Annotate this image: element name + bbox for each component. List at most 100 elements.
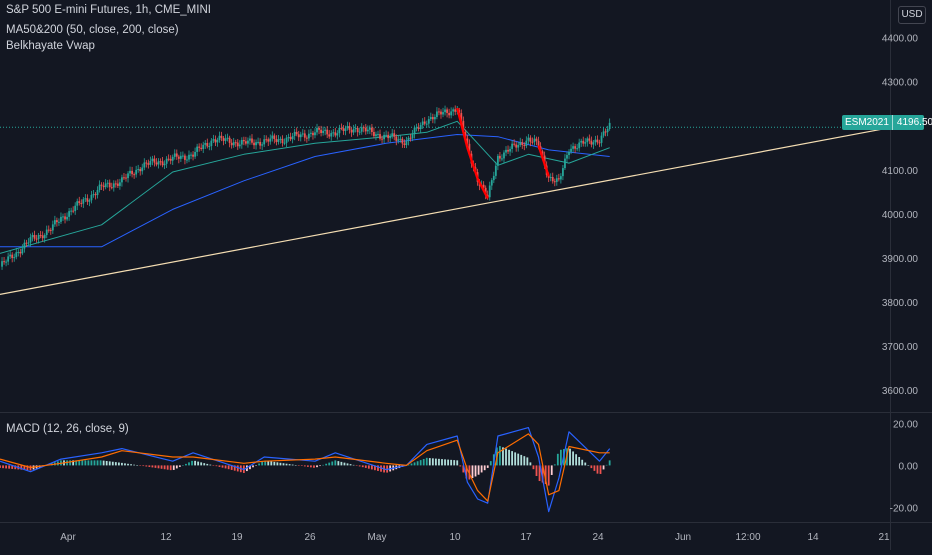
candle-body — [590, 140, 593, 145]
candle-body — [31, 235, 34, 238]
macd-histogram-bar — [459, 465, 462, 467]
macd-histogram-bar — [212, 465, 215, 466]
macd-histogram-bar — [294, 465, 297, 466]
candle-body — [68, 211, 70, 217]
macd-histogram-bar — [117, 462, 120, 466]
candle-body — [149, 161, 152, 165]
time-axis-label: 26 — [304, 532, 316, 543]
candle-body — [366, 129, 369, 132]
candle-body — [584, 142, 587, 144]
candle-body — [21, 248, 24, 254]
price-tag-symbol: ESM2021 — [842, 115, 893, 130]
macd-histogram-bar — [535, 465, 538, 476]
candle-body — [324, 129, 327, 131]
macd-histogram-bar — [529, 462, 532, 466]
candle-body — [344, 128, 347, 131]
candle-body — [139, 169, 142, 172]
candle-body — [82, 199, 85, 204]
candle-body — [66, 216, 68, 220]
candle-body — [314, 132, 316, 136]
macd-histogram-bar — [224, 465, 227, 469]
candle-body — [348, 126, 351, 130]
macd-histogram-bar — [108, 461, 111, 466]
macd-histogram-bar — [410, 463, 413, 466]
candles-group — [1, 105, 611, 270]
candle-body — [157, 161, 160, 165]
candle-body — [11, 254, 14, 259]
candle-body — [43, 235, 46, 239]
macd-histogram-bar — [486, 465, 489, 468]
time-axis-label: 17 — [520, 532, 532, 543]
time-axis-label: Apr — [60, 532, 76, 543]
candle-body — [133, 174, 136, 176]
candle-body — [190, 154, 192, 156]
candle-body — [159, 161, 162, 163]
candle-body — [411, 134, 414, 139]
macd-axis-tick-label: -20.00 — [890, 503, 919, 514]
candle-body — [330, 132, 333, 137]
macd-histogram-bar — [270, 461, 273, 466]
macd-histogram-bar — [316, 465, 318, 468]
macd-histogram-bar — [358, 465, 361, 467]
macd-histogram-bar — [520, 454, 523, 466]
candle-body — [49, 229, 52, 231]
macd-histogram-bar — [84, 460, 87, 466]
macd-histogram-bar — [349, 464, 352, 466]
candle-body — [155, 162, 158, 165]
candle-body — [114, 183, 117, 185]
candle-body — [511, 143, 514, 149]
time-axis-label: 10 — [449, 532, 461, 543]
candle-body — [574, 146, 577, 149]
candle-body — [78, 201, 81, 204]
candle-body — [592, 142, 595, 145]
candle-body — [177, 156, 180, 159]
macd-indicator-label[interactable]: MACD (12, 26, close, 9) — [6, 423, 129, 435]
macd-histogram-bar — [154, 465, 157, 468]
candle-body — [596, 139, 599, 143]
macd-histogram-bar — [178, 465, 181, 467]
macd-histogram-bar — [413, 462, 416, 466]
last-price-tag: ESM2021 4196.50 — [842, 115, 932, 130]
macd-histogram-bar — [416, 461, 419, 466]
candle-body — [517, 145, 520, 148]
macd-histogram-bar — [441, 459, 443, 466]
candle-body — [557, 178, 560, 180]
candle-body — [7, 256, 10, 262]
macd-histogram-bar — [544, 465, 547, 485]
candle-body — [222, 137, 225, 141]
macd-histogram-bar — [477, 465, 480, 475]
candle-body — [287, 137, 290, 139]
candle-body — [291, 136, 294, 140]
currency-badge[interactable]: USD — [898, 6, 926, 24]
macd-histogram-bar — [267, 460, 270, 466]
candle-body — [41, 235, 44, 239]
candle-body — [45, 229, 48, 236]
macd-histogram-bar — [185, 463, 187, 466]
macd-histogram-bar — [139, 465, 142, 466]
candle-body — [255, 142, 257, 146]
macd-histogram-bar — [276, 462, 279, 466]
candle-body — [555, 178, 558, 182]
candle-body — [165, 158, 168, 164]
candle-body — [425, 123, 428, 125]
macd-histogram-bar — [431, 458, 434, 466]
candle-body — [307, 133, 310, 139]
macd-histogram-bar — [419, 460, 422, 466]
drop-highlight — [537, 145, 550, 177]
candle-body — [427, 119, 430, 124]
candle-body — [1, 261, 3, 267]
macd-histogram-bar — [556, 453, 559, 466]
candle-body — [405, 141, 408, 146]
macd-histogram-bar — [517, 453, 520, 466]
vwap-indicator-label[interactable]: Belkhayate Vwap — [6, 40, 95, 52]
candle-body — [342, 128, 345, 131]
candle-body — [578, 142, 581, 149]
candle-body — [129, 170, 131, 174]
macd-histogram-bar — [124, 463, 126, 466]
ma-indicator-label[interactable]: MA50&200 (50, close, 200, close) — [6, 24, 179, 36]
candle-body — [320, 129, 322, 134]
macd-histogram-bar — [456, 460, 459, 466]
candle-body — [535, 138, 538, 141]
